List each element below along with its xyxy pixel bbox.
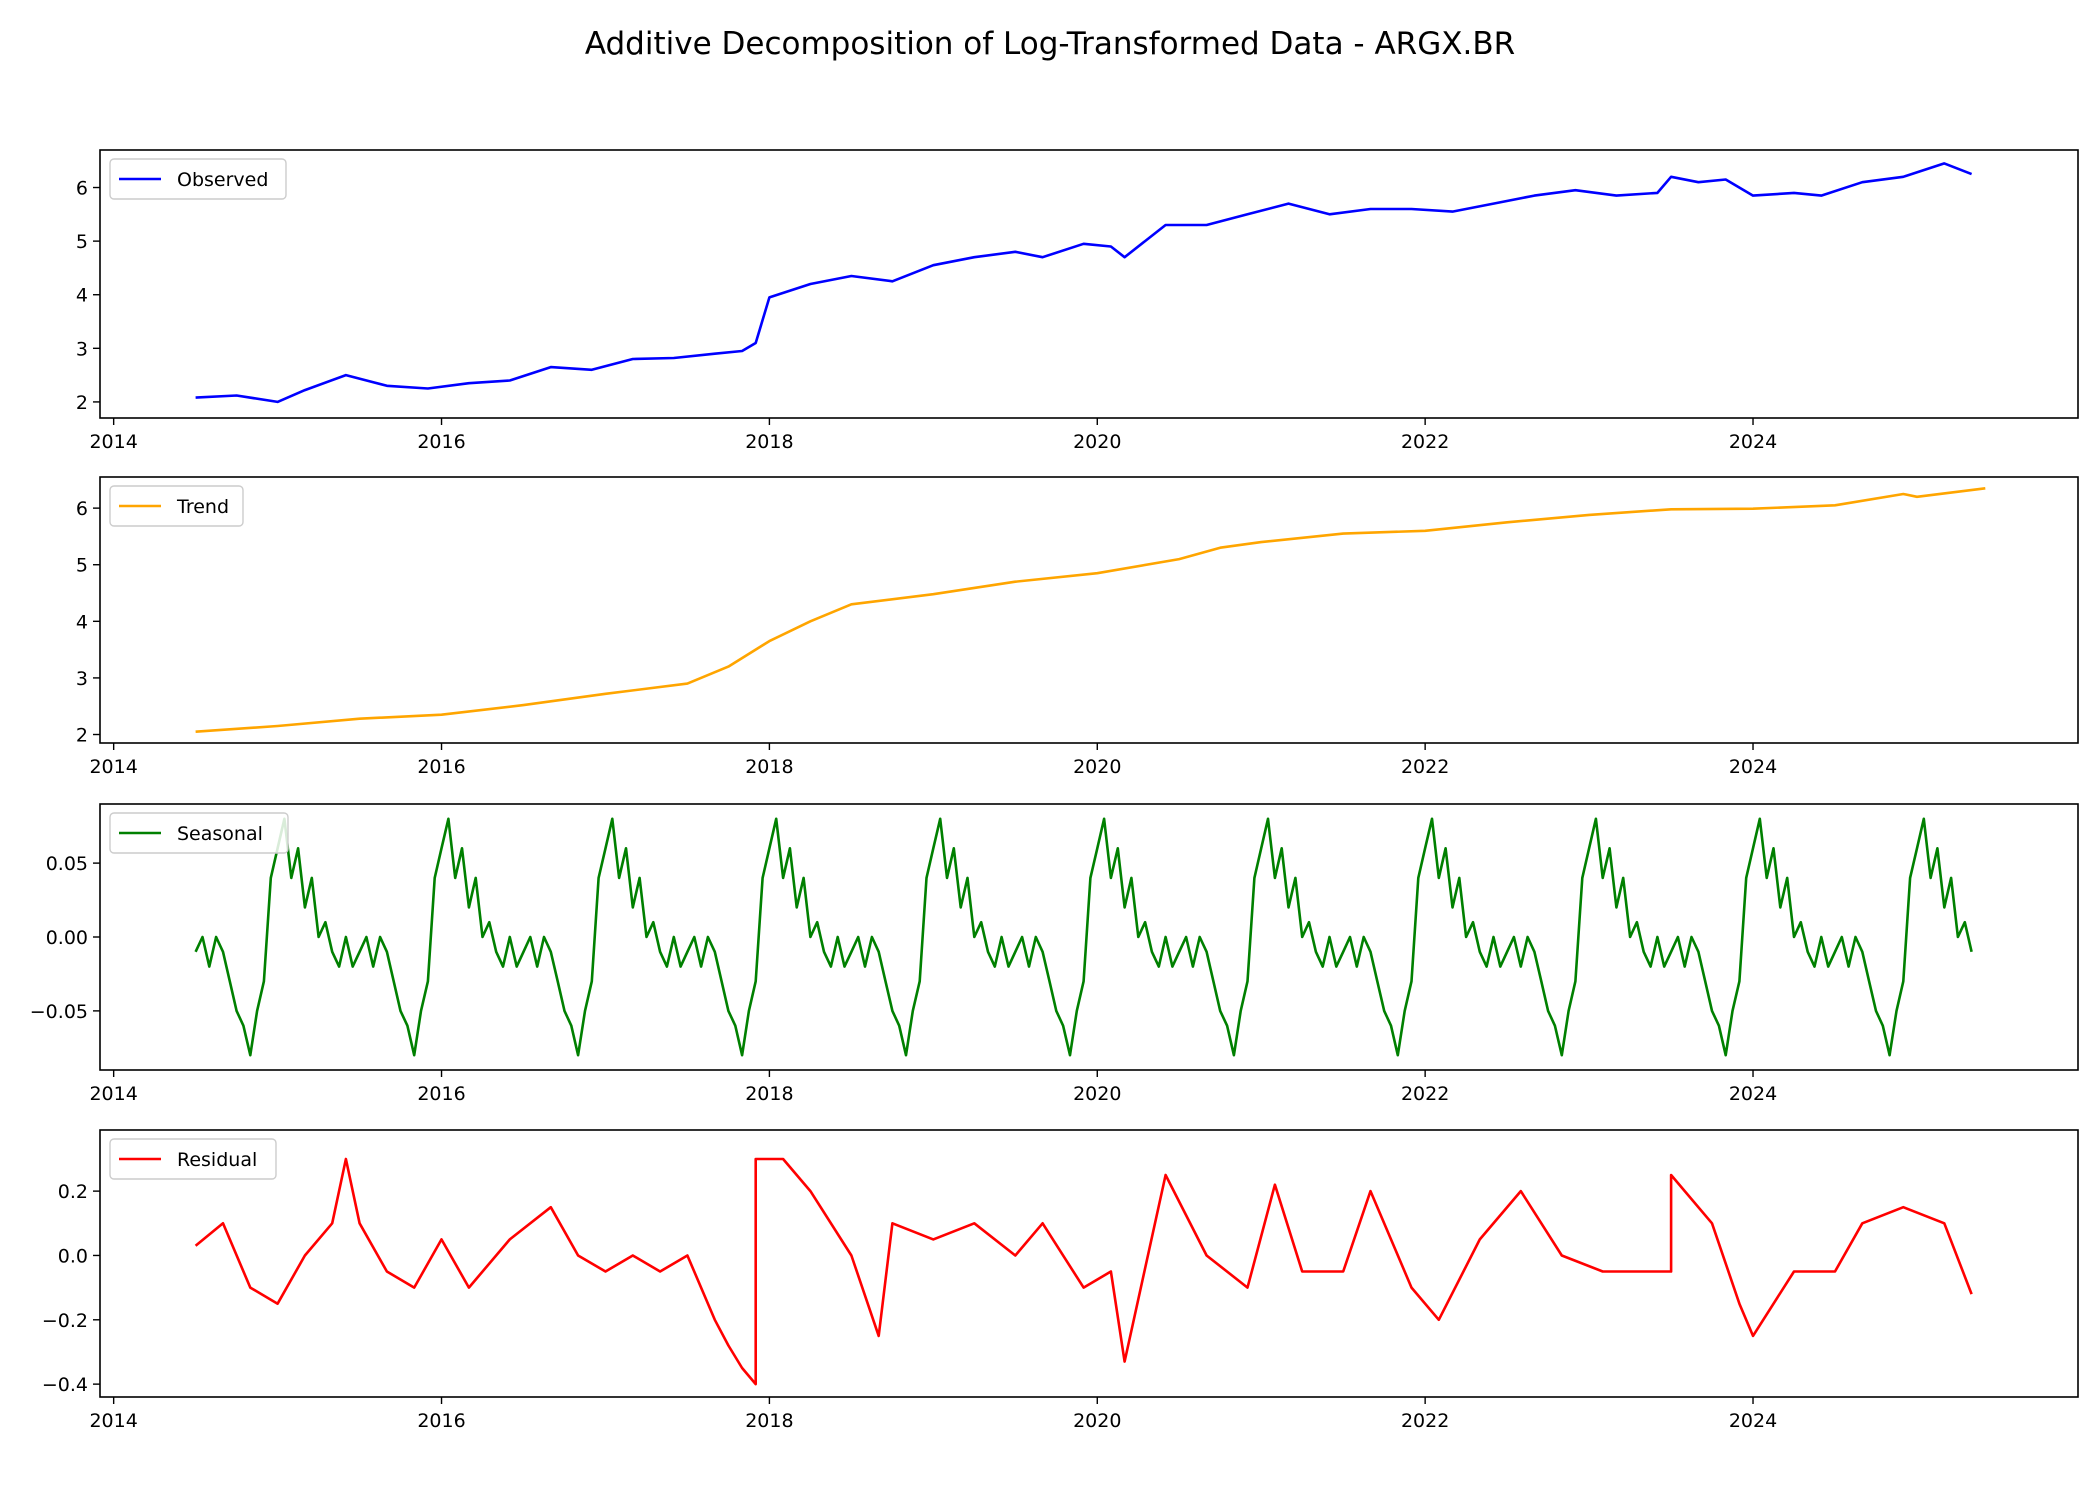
x-tick-label: 2018 [745,1083,793,1105]
legend-label: Residual [177,1149,257,1171]
y-tick-label: 3 [76,338,88,360]
panel-trend: 2 3 4 5 6 2014 2016 2018 2020 2022 2024 Trend [76,476,2079,778]
x-tick-label: 2022 [1401,756,1449,778]
y-tick-label: 0.00 [46,927,88,949]
series-line-seasonal [194,817,1973,1057]
y-tick-label: 2 [76,725,88,747]
x-tick-label: 2014 [89,1083,137,1105]
x-tick-label: 2020 [1073,756,1121,778]
y-tick-label: −0.2 [42,1310,88,1332]
series-line-residual [194,1157,1973,1386]
x-tick-label: 2020 [1073,1410,1121,1432]
legend-label: Trend [176,496,229,518]
x-tick-label: 2020 [1073,1083,1121,1105]
y-tick-label: 0.05 [46,853,88,875]
legend-box [109,1138,277,1180]
x-tick-label: 2024 [1729,431,1777,453]
x-tick-label: 2024 [1729,756,1777,778]
panel-observed: 2 3 4 5 6 2014 2016 2018 2020 2022 2024 Observed [76,149,2079,453]
panel-seasonal: −0.05 0.00 0.05 2014 2016 2018 2020 2022 2024 Sea… [30,803,2079,1105]
y-tick-label: 0.0 [58,1245,88,1267]
legend-trend: Trend [109,485,244,527]
legend-observed: Observed [109,158,287,200]
legend-label: Seasonal [177,823,263,845]
x-tick-label: 2024 [1729,1083,1777,1105]
x-tick-label: 2016 [417,431,465,453]
legend-box [109,158,287,200]
y-tick-label: −0.4 [42,1374,88,1396]
y-tick-label: 6 [76,178,88,200]
x-tick-label: 2016 [417,1410,465,1432]
axes-frame [99,1129,2079,1398]
legend-residual: Residual [109,1138,277,1180]
x-tick-label: 2022 [1401,431,1449,453]
x-tick-label: 2024 [1729,1410,1777,1432]
y-tick-label: 4 [76,611,88,633]
axes-frame [99,149,2079,419]
x-tick-label: 2022 [1401,1410,1449,1432]
x-tick-label: 2018 [745,431,793,453]
series-line-trend [195,487,1986,733]
y-tick-label: 6 [76,498,88,520]
y-tick-label: 0.2 [58,1181,88,1203]
x-tick-label: 2018 [745,756,793,778]
x-tick-label: 2016 [417,756,465,778]
legend-box [109,812,289,854]
x-tick-label: 2022 [1401,1083,1449,1105]
y-tick-label: 3 [76,668,88,690]
series-line-observed [195,162,1973,404]
legend-seasonal: Seasonal [109,812,289,854]
x-tick-label: 2020 [1073,431,1121,453]
x-tick-label: 2014 [89,756,137,778]
legend-box [109,485,244,527]
x-tick-label: 2016 [417,1083,465,1105]
axes-frame [99,476,2079,744]
y-tick-label: −0.05 [30,1001,88,1023]
panels-group: 2 3 4 5 6 2014 2016 2018 2020 2022 2024 Observed 2 3 4… [30,149,2079,1432]
y-tick-label: 4 [76,285,88,307]
y-tick-label: 5 [76,555,88,577]
y-tick-label: 5 [76,231,88,253]
panel-residual: −0.4 −0.2 0.0 0.2 2014 2016 2018 2020 2022 2024 Re… [42,1129,2079,1432]
y-tick-label: 2 [76,392,88,414]
x-tick-label: 2018 [745,1410,793,1432]
x-tick-label: 2014 [89,431,137,453]
x-tick-label: 2014 [89,1410,137,1432]
chart-title: Additive Decomposition of Log-Transforme… [585,26,1515,62]
legend-label: Observed [177,169,268,191]
